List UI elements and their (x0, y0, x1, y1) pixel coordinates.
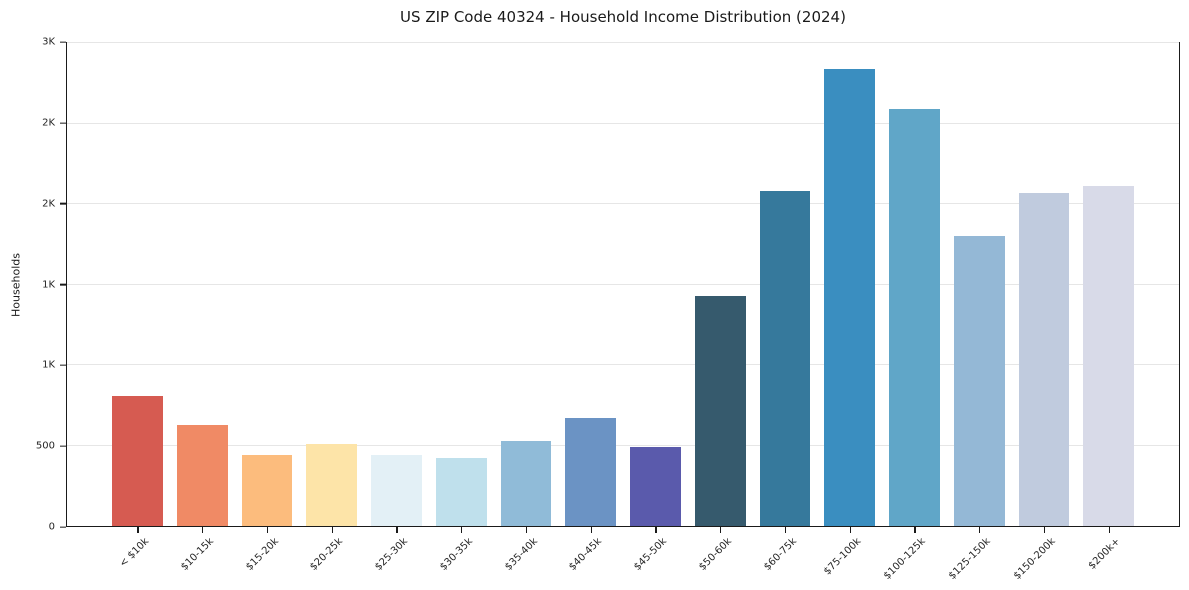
gridline-1K (67, 364, 1179, 366)
bar-cell: $60-75k (759, 43, 811, 573)
bar-10k (112, 395, 163, 526)
x-tick-mark (590, 527, 592, 533)
bar-cell: $200k+ (1083, 43, 1134, 572)
bar-100-125k (889, 109, 940, 526)
x-tick-label: $75-100k (821, 536, 864, 578)
chart-title: US ZIP Code 40324 - Household Income Dis… (400, 8, 846, 26)
x-tick-mark (1108, 527, 1110, 533)
bar-cell: $10-15k (176, 43, 228, 573)
x-tick-label: $35-40k (502, 536, 540, 573)
x-tick-label: $50-60k (696, 536, 734, 573)
bar-15-20k (241, 455, 293, 526)
bar-cell: < $10k (112, 43, 163, 570)
gridline-2K (67, 203, 1179, 205)
x-tick-mark (979, 527, 981, 533)
y-tick-label: 3K (42, 36, 55, 48)
y-tick-mark (60, 445, 66, 447)
bar-cell: $100-125k (882, 43, 940, 582)
bar-75-100k (824, 68, 875, 526)
x-tick-mark (331, 527, 333, 533)
y-tick-label: 1K (42, 359, 55, 371)
x-tick-label: $60-75k (761, 536, 799, 573)
y-tick-mark (60, 122, 66, 124)
bar-cell: $20-25k (306, 43, 357, 573)
bar-cell: $25-30k (371, 43, 422, 573)
x-tick-label: $25-30k (373, 536, 411, 573)
bar-cell: $125-150k (947, 43, 1005, 582)
y-tick-mark (60, 364, 66, 366)
bar-cell: $35-40k (500, 43, 552, 573)
bar-cell: $30-35k (435, 43, 487, 573)
y-tick-mark (60, 283, 66, 286)
bar-25-30k (371, 455, 422, 526)
x-tick-label: $15-20k (243, 536, 281, 573)
bar-cell: $45-50k (630, 43, 681, 573)
x-tick-label: $10-15k (178, 536, 216, 573)
x-tick-mark (525, 527, 528, 533)
y-tick-label: 0 (48, 521, 55, 533)
y-tick-mark (60, 203, 66, 205)
x-tick-mark (202, 527, 204, 533)
y-tick-label: 2K (42, 198, 55, 210)
x-tick-label: $45-50k (632, 536, 670, 573)
bar-cell: $150-200k (1012, 43, 1070, 582)
bar-125-150k (953, 236, 1005, 526)
x-tick-label: $20-25k (308, 536, 346, 573)
y-axis: 0 500 1K 1K 2K 2K 3K (0, 37, 66, 533)
gridline-2K (67, 122, 1179, 124)
y-tick-mark (60, 41, 66, 43)
bar-150-200k (1018, 192, 1070, 526)
x-tick-mark (655, 527, 657, 533)
x-tick-label: $125-150k (946, 536, 993, 582)
bar-60-75k (759, 191, 811, 526)
bar-40-45k (565, 418, 616, 526)
bar-45-50k (630, 447, 681, 526)
y-tick-label: 500 (35, 440, 55, 452)
plot-area: < $10k $10-15k $15-20k $20-25k $25-30k $30-35… (66, 42, 1180, 582)
x-tick-label: $200k+ (1086, 536, 1123, 572)
x-tick-mark (849, 527, 851, 533)
x-tick-label: $150-200k (1011, 536, 1058, 582)
x-tick-mark (396, 527, 398, 533)
x-tick-mark (914, 527, 916, 533)
x-tick-mark (784, 527, 787, 533)
bar-cell: $50-60k (694, 43, 746, 573)
x-tick-mark (137, 527, 139, 533)
y-tick-label: 2K (42, 117, 55, 129)
gridline-500 (67, 444, 1179, 446)
gridline-3K (67, 42, 1179, 43)
bar-30-35k (435, 457, 487, 526)
bar-10-15k (176, 425, 228, 526)
bar-cell: $40-45k (565, 43, 616, 573)
x-tick-mark (720, 527, 722, 533)
gridline-1K (67, 283, 1179, 285)
x-tick-label: $30-35k (437, 536, 475, 573)
bar-50-60k (694, 295, 746, 526)
x-tick-label: $100-125k (882, 536, 929, 582)
x-tick-mark (266, 527, 269, 533)
y-tick-label: 1K (42, 279, 55, 290)
x-tick-mark (1043, 527, 1046, 533)
bar-200k+ (1083, 186, 1134, 526)
x-tick-label: < $10k (117, 536, 152, 570)
y-tick-mark (60, 526, 66, 528)
bar-35-40k (500, 441, 552, 526)
bars-container: < $10k $10-15k $15-20k $20-25k $25-30k $30-35… (67, 43, 1179, 582)
x-tick-mark (461, 527, 463, 533)
bar-cell: $75-100k (822, 43, 875, 577)
x-tick-label: $40-45k (567, 536, 605, 573)
bar-cell: $15-20k (241, 43, 293, 573)
bar-20-25k (306, 443, 357, 526)
